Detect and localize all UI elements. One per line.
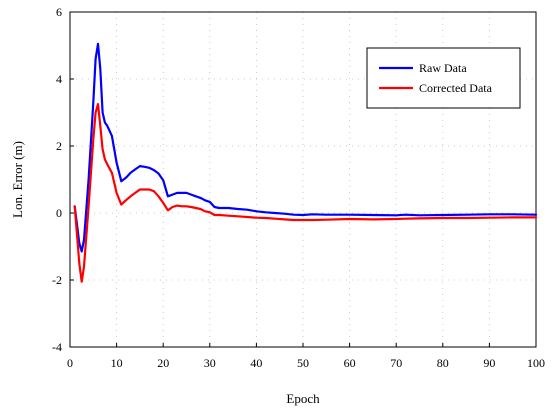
- legend-label: Raw Data: [419, 61, 467, 75]
- x-tick-label: 80: [437, 356, 449, 370]
- x-tick-label: 40: [250, 356, 262, 370]
- y-tick-label: 4: [56, 72, 62, 86]
- y-axis-title: Lon. Error (m): [10, 141, 25, 218]
- y-tick-label: 2: [56, 139, 62, 153]
- series-line-raw-data: [73, 42, 538, 253]
- x-tick-label: 30: [204, 356, 216, 370]
- x-tick-label: 10: [111, 356, 123, 370]
- legend-box: [366, 47, 521, 109]
- x-tick-label: 20: [157, 356, 169, 370]
- x-tick-label: 100: [527, 356, 545, 370]
- y-tick-label: 0: [56, 206, 62, 220]
- series-line-corrected-data: [73, 102, 538, 283]
- x-tick-label: 70: [390, 356, 402, 370]
- x-tick-label: 90: [483, 356, 495, 370]
- series-layer: [73, 42, 538, 283]
- legend-label: Corrected Data: [419, 81, 493, 95]
- x-tick-label: 50: [297, 356, 309, 370]
- axes: 0 10 20 30 40 50 60 70 80 90 100 -4 -2 0 2 4 6: [52, 5, 545, 370]
- y-tick-label: -4: [52, 340, 62, 354]
- y-tick-label: 6: [56, 5, 62, 19]
- x-axis-title: Epoch: [286, 391, 320, 406]
- legend: Raw Data Corrected Data: [366, 47, 521, 109]
- x-tick-label: 60: [344, 356, 356, 370]
- x-tick-label: 0: [67, 356, 73, 370]
- y-tick-label: -2: [52, 273, 62, 287]
